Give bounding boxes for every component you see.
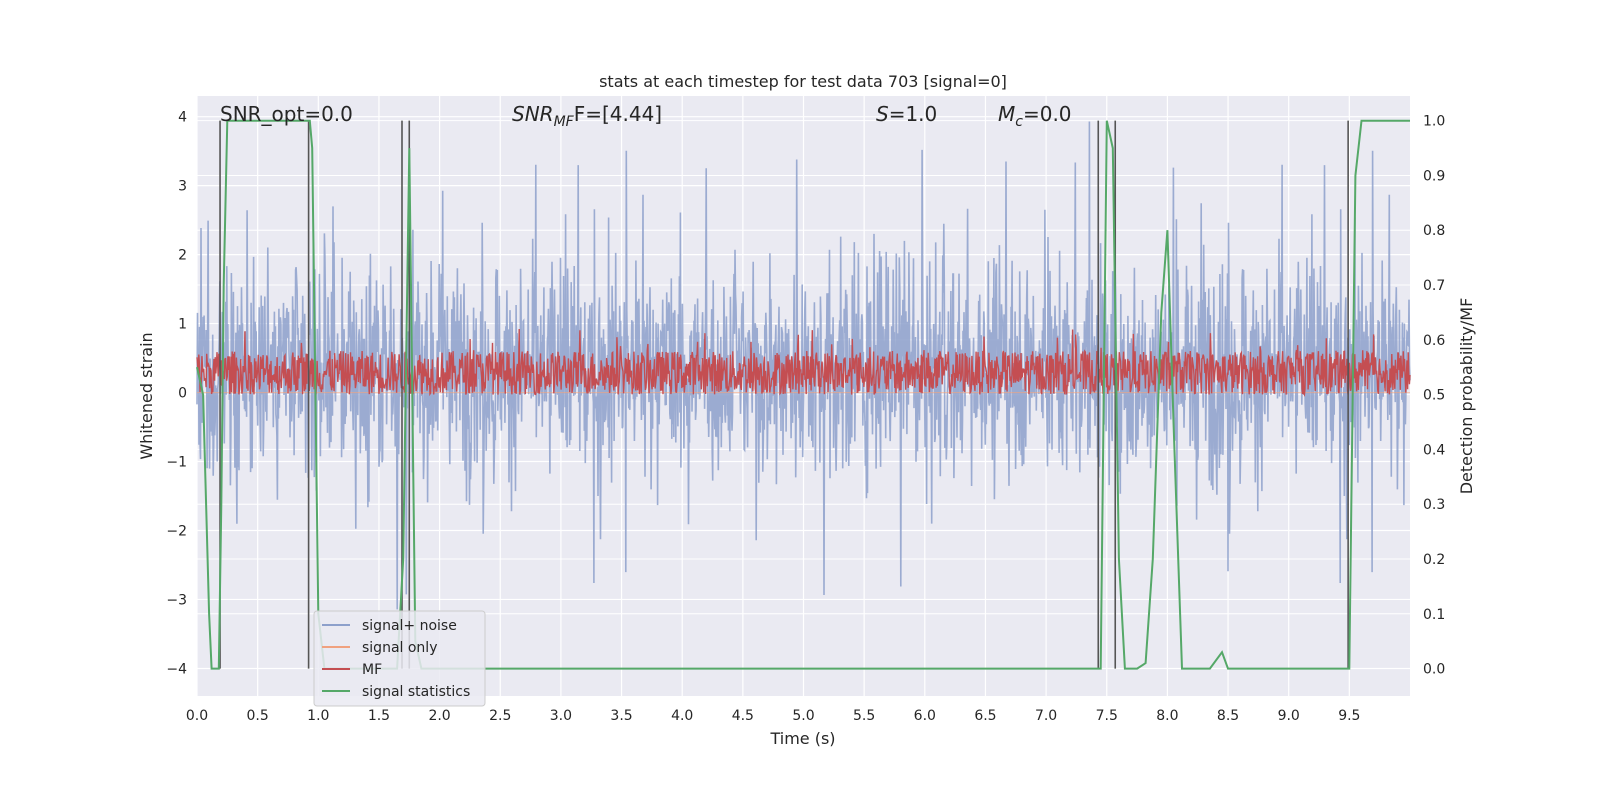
series-mf-line: [196, 328, 1411, 398]
annotation-s: S=1.0: [876, 102, 937, 126]
annotation-snr-opt: SNR_opt=0.0: [220, 102, 353, 126]
x-tick-label: 3.0: [550, 708, 572, 724]
right-y-tick-label: 0.9: [1423, 168, 1445, 184]
annotation-snr-mf-base: SNR: [512, 102, 554, 126]
x-tick-label: 9.5: [1338, 708, 1360, 724]
annotation-snr-mf: SNRMFF=[4.44]: [512, 102, 662, 130]
x-tick-label: 7.5: [1096, 708, 1118, 724]
x-tick-label: 3.5: [610, 708, 632, 724]
right-y-tick-label: 0.1: [1423, 607, 1445, 623]
left-y-tick-label: 4: [178, 110, 187, 126]
left-y-tick-label: 1: [178, 317, 187, 333]
right-y-tick-label: 0.3: [1423, 497, 1445, 513]
left-y-axis-label: Whitened strain: [137, 332, 156, 459]
left-y-axis-ticks: −4 −3 −2 −1 0 1 2 3 4: [166, 110, 187, 678]
annotation-mc-rest: =0.0: [1023, 102, 1072, 126]
annotation-mc-sub: c: [1015, 114, 1023, 130]
right-y-tick-label: 1.0: [1423, 114, 1445, 130]
right-y-tick-label: 0.2: [1423, 552, 1445, 568]
x-tick-label: 5.0: [792, 708, 814, 724]
x-tick-label: 1.0: [307, 708, 329, 724]
legend-entry-label: signal+ noise: [362, 618, 457, 634]
x-tick-label: 4.0: [671, 708, 693, 724]
series-signal-plus-noise-line: [196, 121, 1411, 610]
x-tick-label: 6.5: [974, 708, 996, 724]
series-signal-statistics-line: [196, 119, 1410, 670]
right-y-axis-label: Detection probability/MF: [1457, 298, 1476, 495]
right-y-axis-ticks: 0.0 0.1 0.2 0.3 0.4 0.5 0.6 0.7 0.8 0.9 1.0: [1423, 114, 1445, 678]
legend: signal+ noise signal only MF signal statist…: [313, 610, 486, 707]
right-y-tick-label: 0.6: [1423, 333, 1445, 349]
legend-box: [313, 610, 486, 707]
right-y-tick-label: 0.8: [1423, 223, 1445, 239]
x-tick-label: 7.0: [1035, 708, 1057, 724]
right-y-tick-label: 0.7: [1423, 278, 1445, 294]
annotation-s-var: S: [876, 102, 889, 126]
legend-entry-label: MF: [362, 662, 382, 678]
right-y-tick-label: 0.0: [1423, 662, 1445, 678]
left-y-tick-label: −1: [166, 455, 187, 471]
legend-entry-label: signal statistics: [362, 684, 470, 700]
x-axis-ticks: 0.0 0.5 1.0 1.5 2.0 2.5 3.0 3.5 4.0 4.5 5.0 5.5 6.0 6…: [186, 708, 1361, 724]
annotation-mc-var: M: [998, 102, 1015, 126]
chart-title: stats at each timestep for test data 703…: [599, 72, 1007, 91]
x-tick-label: 8.0: [1156, 708, 1178, 724]
x-tick-label: 2.5: [489, 708, 511, 724]
legend-entry-label: signal only: [362, 640, 437, 656]
series-signal-statistics: [196, 119, 1410, 670]
x-tick-label: 8.5: [1217, 708, 1239, 724]
x-tick-label: 6.0: [914, 708, 936, 724]
x-tick-label: 0.0: [186, 708, 208, 724]
x-axis-label: Time (s): [769, 729, 835, 748]
x-tick-label: 1.5: [368, 708, 390, 724]
series-signal-plus-noise: [196, 121, 1411, 610]
left-y-tick-label: −4: [166, 661, 187, 677]
annotation-snr-mf-sub: MF: [554, 114, 575, 130]
right-y-tick-label: 0.5: [1423, 388, 1445, 404]
left-y-tick-label: −2: [166, 523, 187, 539]
x-tick-label: 5.5: [853, 708, 875, 724]
x-tick-label: 0.5: [247, 708, 269, 724]
annotation-s-rest: =1.0: [889, 102, 938, 126]
left-y-tick-label: −3: [166, 592, 187, 608]
right-y-tick-label: 0.4: [1423, 442, 1445, 458]
left-y-tick-label: 0: [178, 386, 187, 402]
annotation-mc: Mc=0.0: [998, 102, 1072, 130]
left-y-tick-label: 3: [178, 179, 187, 195]
x-tick-label: 4.5: [732, 708, 754, 724]
x-tick-label: 9.0: [1278, 708, 1300, 724]
annotation-snr-mf-rest: F=[4.44]: [574, 102, 662, 126]
x-tick-label: 2.0: [428, 708, 450, 724]
left-y-tick-label: 2: [178, 248, 187, 264]
series-mf: [196, 328, 1411, 398]
